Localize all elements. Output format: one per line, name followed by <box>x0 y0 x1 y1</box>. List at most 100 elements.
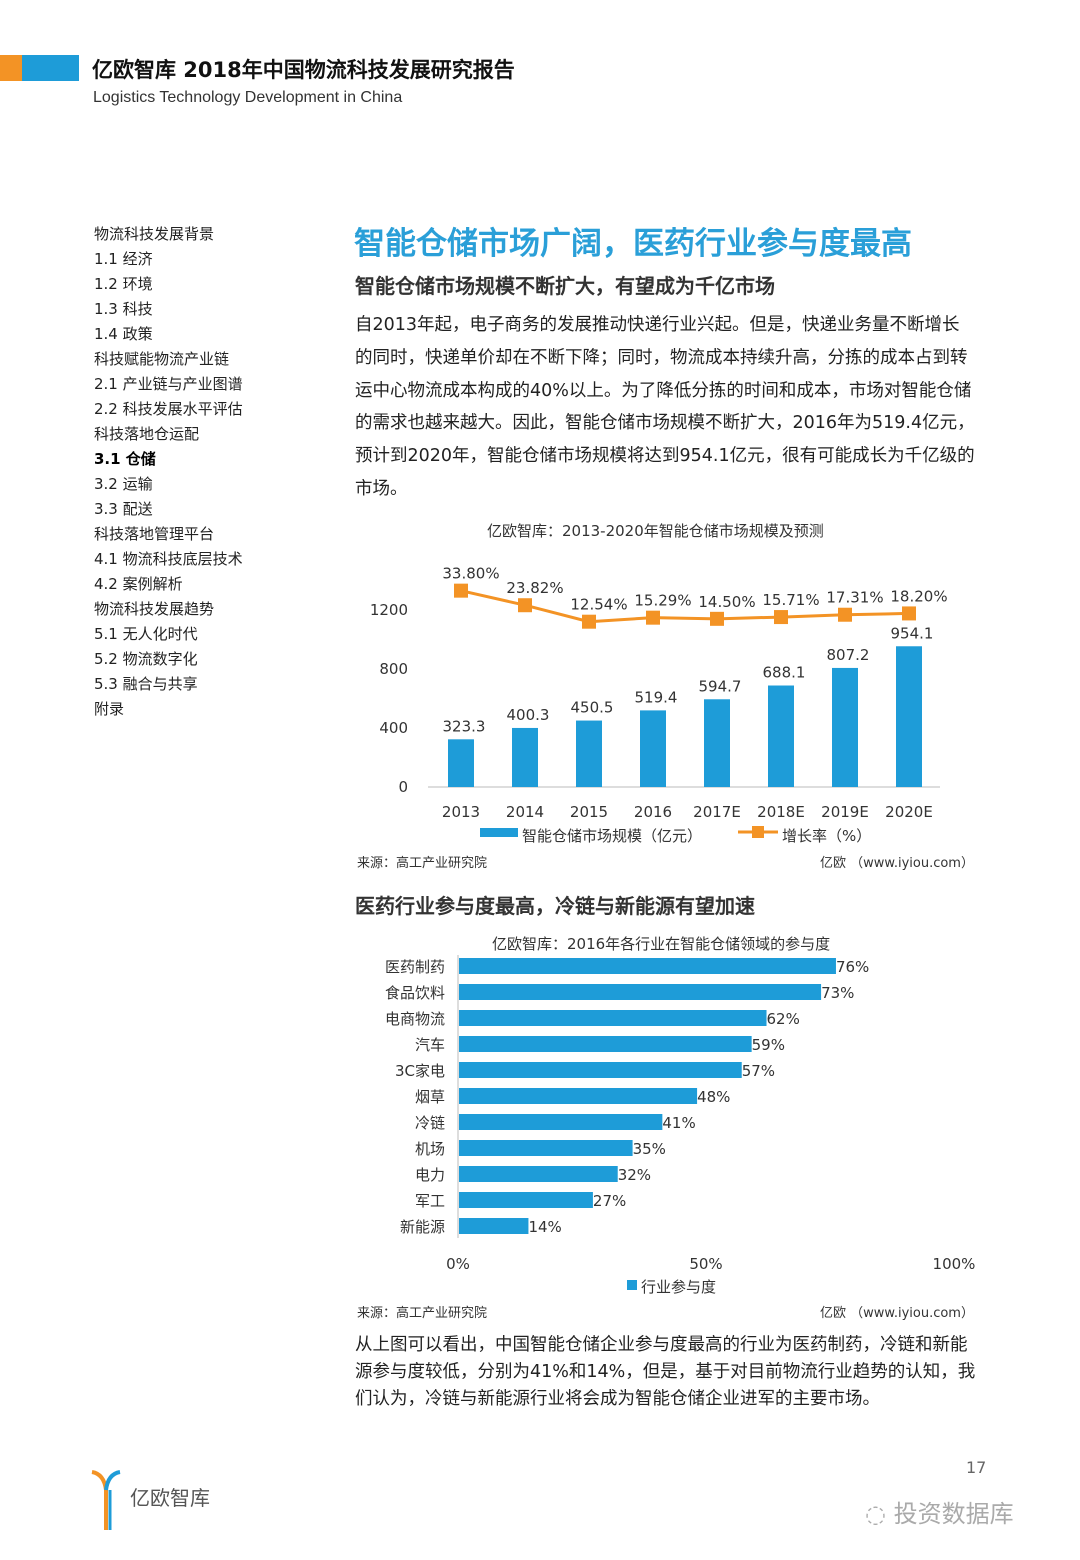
bar-data-label: 57% <box>742 1062 775 1080</box>
growth-data-label: 18.20% <box>890 587 947 605</box>
growth-marker <box>774 610 788 625</box>
category-label: 机场 <box>415 1140 445 1158</box>
paragraph-1: 自2013年起，电子商务的发展推动快递行业兴起。但是，快递业务量不断增长的同时，… <box>355 315 975 499</box>
legend-line-label: 增长率（%） <box>782 827 871 845</box>
x-tick-label: 2014 <box>506 803 544 821</box>
growth-data-label: 15.71% <box>762 591 819 609</box>
toc-item[interactable]: 科技赋能物流产业链 <box>94 350 230 368</box>
toc-item[interactable]: 5.1 无人化时代 <box>94 625 198 643</box>
bar <box>896 646 922 787</box>
growth-marker <box>518 598 532 613</box>
category-label: 医药制药 <box>385 958 445 976</box>
growth-data-label: 15.29% <box>634 592 691 610</box>
legend-line-marker <box>752 826 764 838</box>
legend-bar-label: 智能仓储市场规模（亿元） <box>522 827 702 845</box>
bar <box>459 1010 767 1026</box>
watermark-text: 投资数据库 <box>893 1500 1014 1528</box>
category-label: 冷链 <box>415 1114 445 1132</box>
bar-data-label: 35% <box>633 1140 666 1158</box>
growth-marker <box>710 611 724 626</box>
toc-item[interactable]: 附录 <box>94 700 125 718</box>
toc-item[interactable]: 3.3 配送 <box>94 500 153 518</box>
x-tick-label: 2020E <box>885 803 933 821</box>
bar-data-label: 400.3 <box>507 706 550 724</box>
category-label: 电力 <box>415 1166 445 1184</box>
x-tick-label: 0% <box>446 1255 470 1273</box>
industry-participation-chart: 医药制药 76% 食品饮料 73% 电商物流 62% 汽车 59% 3C家电 57% 烟草 48% 冷链… <box>385 955 976 1296</box>
bar <box>459 1192 593 1208</box>
legend-swatch <box>627 1280 637 1290</box>
bar-data-label: 76% <box>836 958 869 976</box>
toc-item[interactable]: 4.2 案例解析 <box>94 575 183 593</box>
chart2-source: 来源：高工产业研究院 <box>357 1306 488 1321</box>
x-tick-label: 2019E <box>821 803 869 821</box>
toc-item[interactable]: 5.3 融合与共享 <box>94 675 198 693</box>
paragraph-2: 从上图可以看出，中国智能仓储企业参与度最高的行业为医药制药，冷链和新能源参与度较… <box>355 1335 976 1409</box>
toc-item[interactable]: 2.1 产业链与产业图谱 <box>94 375 243 393</box>
growth-marker <box>582 614 596 629</box>
category-label: 食品饮料 <box>385 984 445 1002</box>
category-label: 军工 <box>415 1192 445 1210</box>
bar-data-label: 594.7 <box>699 677 742 695</box>
bar-data-label: 688.1 <box>763 664 806 682</box>
x-tick-label: 100% <box>933 1255 976 1273</box>
x-tick-label: 2013 <box>442 803 480 821</box>
y-tick-label: 1200 <box>370 601 408 619</box>
chart1-title: 亿欧智库：2013-2020年智能仓储市场规模及预测 <box>487 522 824 540</box>
toc-item[interactable]: 3.2 运输 <box>94 475 153 493</box>
bar <box>512 727 538 787</box>
bar <box>448 739 474 787</box>
bar <box>459 1088 698 1104</box>
growth-data-label: 14.50% <box>698 593 755 611</box>
bar <box>459 1140 633 1156</box>
footer-logo-text: 亿欧智库 <box>130 1486 210 1510</box>
chart1-credit: 亿欧 （www.iyiou.com） <box>820 856 974 871</box>
toc-item[interactable]: 3.1 仓储 <box>94 450 156 468</box>
bar <box>832 667 858 787</box>
toc-item[interactable]: 1.4 政策 <box>94 325 153 343</box>
toc-item[interactable]: 2.2 科技发展水平评估 <box>94 400 243 418</box>
toc-item[interactable]: 科技落地管理平台 <box>94 525 215 543</box>
bar-data-label: 41% <box>662 1114 695 1132</box>
toc-item[interactable]: 4.1 物流科技底层技术 <box>94 550 243 568</box>
toc-item[interactable]: 1.3 科技 <box>94 300 153 318</box>
watermark: ◌ 投资数据库 <box>865 1494 1014 1529</box>
x-tick-label: 2018E <box>757 803 805 821</box>
category-label: 烟草 <box>415 1088 445 1106</box>
bar-data-label: 62% <box>767 1010 800 1028</box>
bar <box>459 1218 529 1234</box>
toc-item[interactable]: 1.2 环境 <box>94 275 153 293</box>
toc-item[interactable]: 物流科技发展背景 <box>94 225 215 243</box>
yiou-logo-icon <box>91 1470 121 1530</box>
growth-line <box>460 589 910 624</box>
growth-data-label: 12.54% <box>570 596 627 614</box>
page-number: 17 <box>966 1458 987 1477</box>
growth-marker <box>902 606 916 621</box>
section2-title: 医药行业参与度最高，冷链与新能源有望加速 <box>355 894 755 918</box>
bar-data-label: 32% <box>618 1166 651 1184</box>
x-tick-label: 50% <box>689 1255 722 1273</box>
bar-data-label: 27% <box>593 1192 626 1210</box>
bar <box>459 984 822 1000</box>
bar <box>459 1036 752 1052</box>
category-label: 电商物流 <box>385 1010 445 1028</box>
page-title: 智能仓储市场广阔，医药行业参与度最高 <box>354 226 912 262</box>
growth-data-label: 17.31% <box>826 589 883 607</box>
x-tick-label: 2016 <box>634 803 672 821</box>
growth-marker <box>646 610 660 625</box>
category-label: 新能源 <box>400 1218 445 1236</box>
report-title: 亿欧智库 2018年中国物流科技发展研究报告 <box>92 58 515 82</box>
growth-marker <box>454 583 468 598</box>
bar <box>459 1062 742 1078</box>
toc-item[interactable]: 物流科技发展趋势 <box>94 600 215 618</box>
toc-item[interactable]: 1.1 经济 <box>94 250 153 268</box>
toc-item[interactable]: 科技落地仓运配 <box>94 425 200 443</box>
bar <box>459 958 836 974</box>
y-tick-label: 800 <box>379 660 408 678</box>
bar-data-label: 14% <box>528 1218 561 1236</box>
chart1-source: 来源：高工产业研究院 <box>357 856 488 871</box>
bar <box>459 1166 618 1182</box>
header-accent-blue <box>22 55 79 81</box>
toc-item[interactable]: 5.2 物流数字化 <box>94 650 198 668</box>
